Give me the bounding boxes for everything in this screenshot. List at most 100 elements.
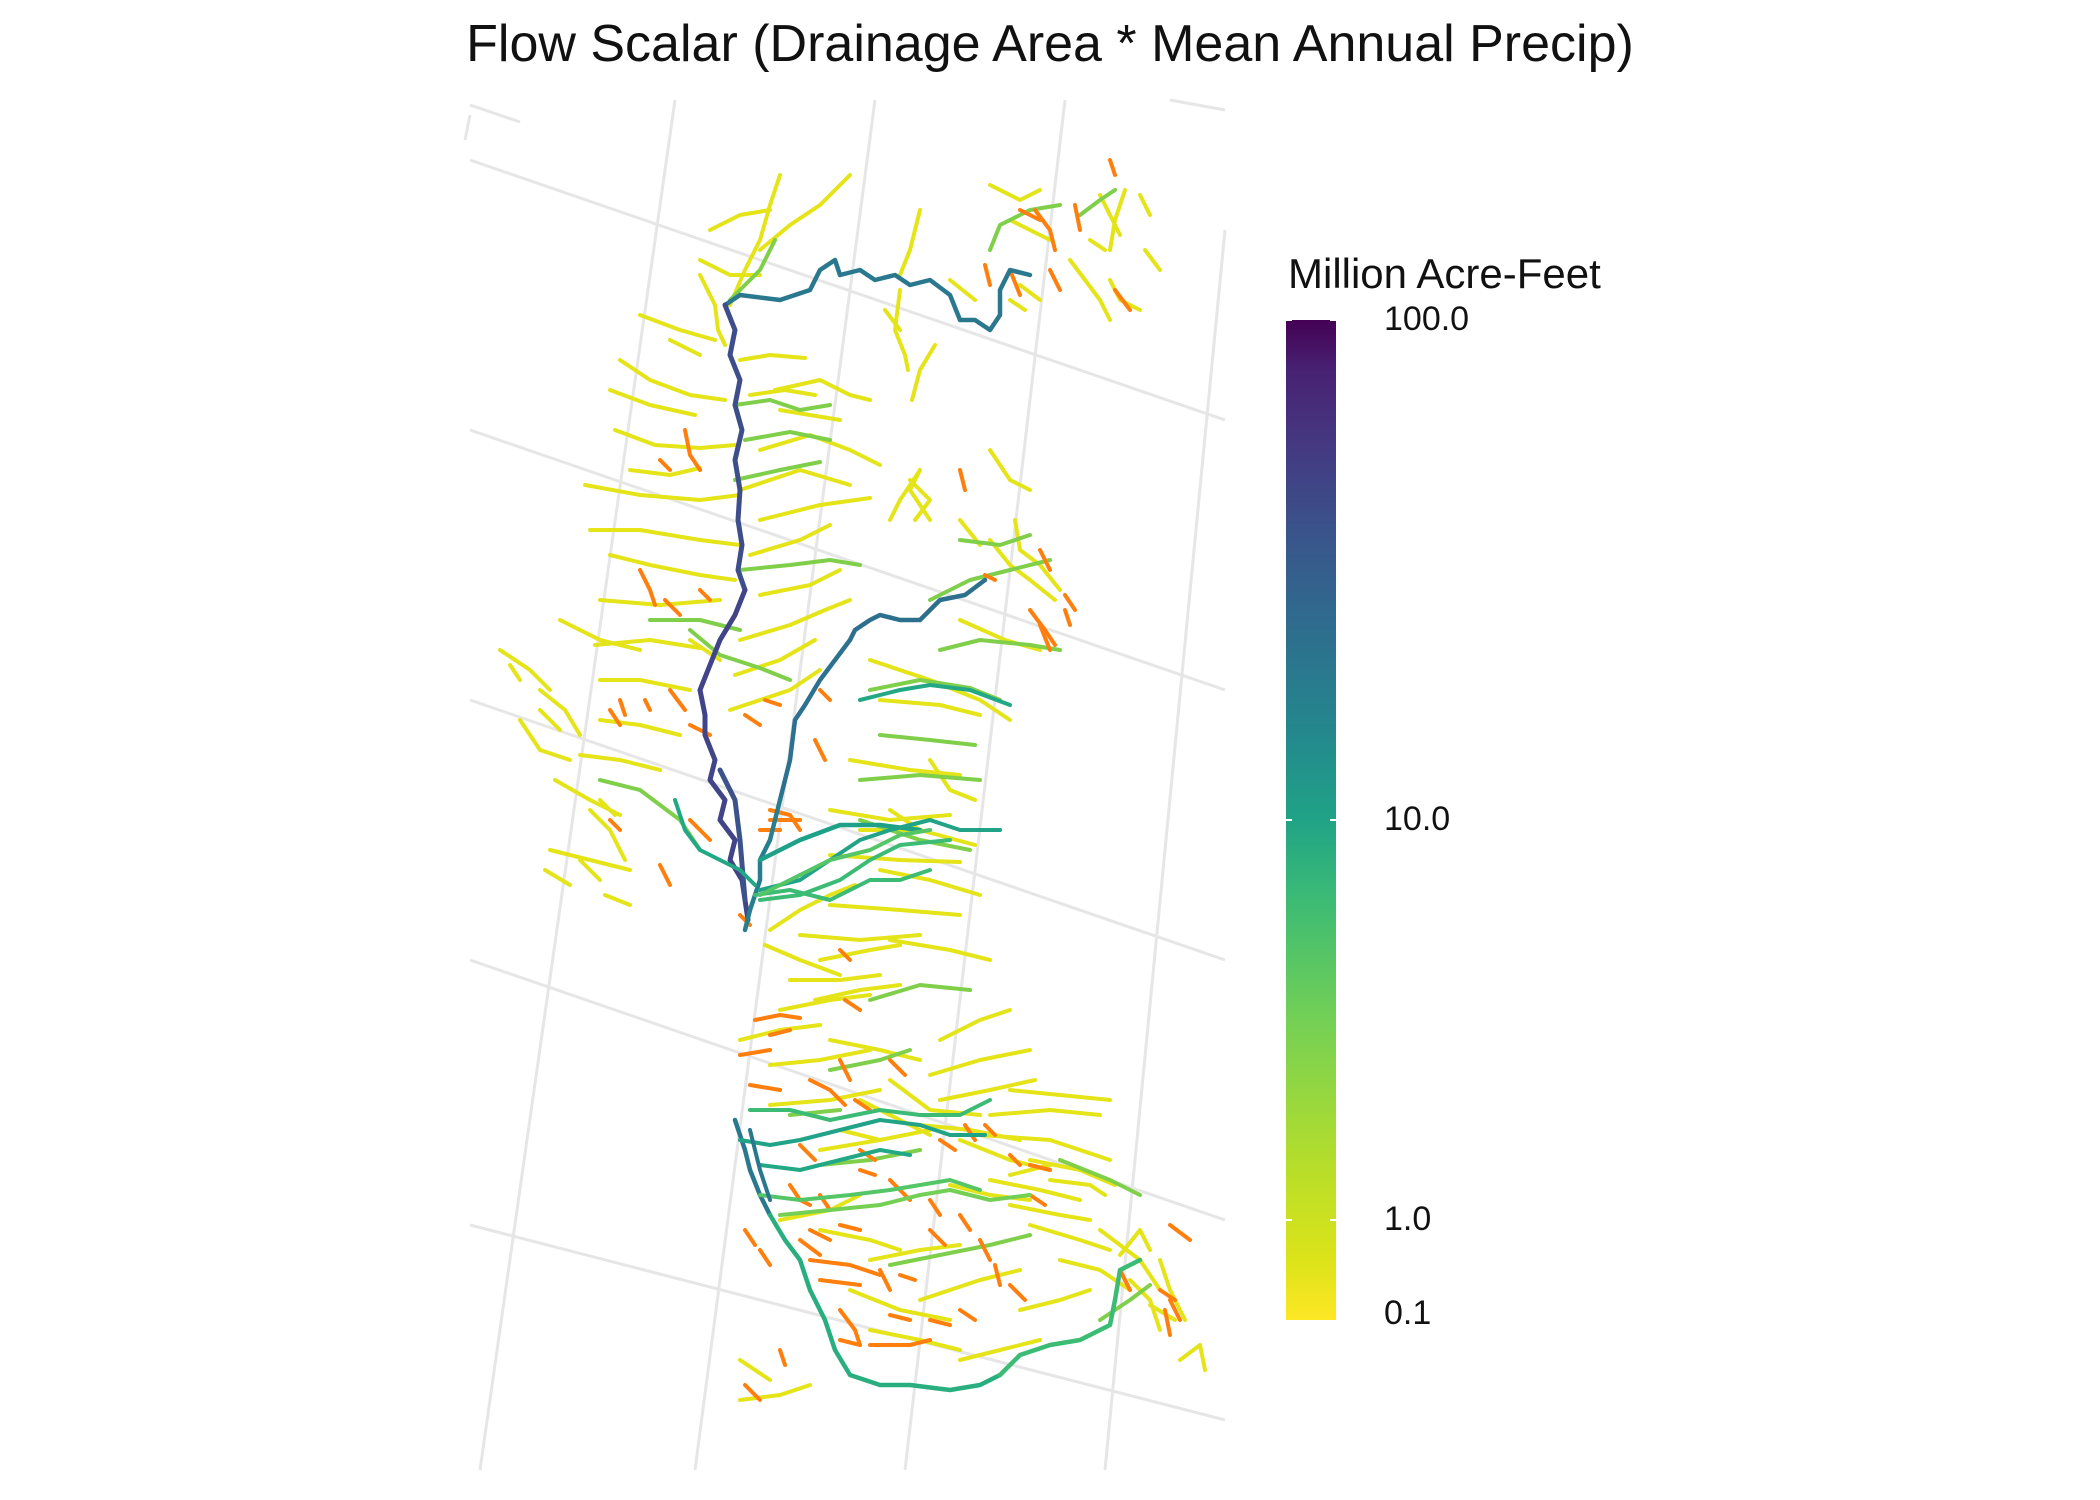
stream: [868, 658, 1012, 722]
stream: [978, 1133, 1112, 1162]
stream: [938, 1078, 1037, 1102]
stream: [910, 343, 937, 402]
stream: [613, 428, 737, 450]
stream: [988, 1178, 1082, 1202]
graticule-line: [469, 103, 521, 124]
graticule-line: [463, 114, 472, 141]
stream: [738, 1358, 772, 1382]
major-stream: [748, 1128, 772, 1202]
stream: [1008, 218, 1052, 242]
stream: [878, 733, 977, 747]
stream: [958, 1338, 1042, 1362]
stream: [1008, 1203, 1092, 1222]
stream: [898, 208, 922, 277]
highlight: [898, 1273, 917, 1282]
highlight: [618, 698, 627, 717]
highlight: [663, 598, 682, 617]
stream: [688, 628, 792, 682]
highlight: [838, 1058, 852, 1082]
stream: [758, 568, 842, 597]
stream: [598, 798, 617, 817]
major-stream: [758, 828, 932, 897]
stream: [768, 883, 857, 932]
stream: [948, 278, 977, 302]
stream: [988, 183, 1042, 202]
stream: [603, 893, 632, 907]
highlight: [788, 1183, 802, 1202]
stream: [738, 598, 852, 642]
stream: [763, 943, 842, 977]
graticule-line: [478, 99, 677, 1471]
highlight: [798, 1143, 817, 1162]
stream: [748, 523, 832, 557]
stream: [508, 663, 522, 682]
stream: [1018, 283, 1042, 302]
stream: [758, 496, 872, 522]
stream: [558, 618, 642, 652]
stream: [928, 1048, 1032, 1077]
highlight: [1158, 1288, 1177, 1302]
stream: [1068, 258, 1102, 302]
highlight: [608, 708, 622, 727]
highlight: [928, 1318, 952, 1327]
stream: [868, 1243, 962, 1262]
stream: [988, 538, 1057, 602]
stream: [738, 353, 807, 362]
stream: [1118, 1228, 1152, 1257]
highlight: [813, 738, 827, 762]
stream: [768, 1048, 872, 1067]
chart-title: Flow Scalar (Drainage Area * Mean Annual…: [466, 15, 1634, 73]
highlight: [963, 1123, 977, 1142]
stream: [738, 468, 852, 492]
stream: [828, 853, 962, 864]
highlight: [938, 1138, 957, 1152]
stream: [988, 448, 1032, 492]
highlight: [888, 1313, 912, 1322]
major-stream: [997, 1257, 1143, 1378]
major-stream: [722, 257, 1033, 333]
stream: [1008, 1088, 1112, 1102]
stream: [988, 203, 1062, 252]
highlight: [1063, 593, 1077, 612]
stream: [1013, 518, 1062, 592]
legend-title: Million Acre-Feet: [1288, 250, 1601, 297]
major-stream: [758, 818, 1002, 892]
stream: [778, 993, 872, 1012]
stream: [788, 973, 882, 982]
stream: [738, 558, 862, 572]
highlight: [838, 1308, 862, 1347]
stream: [588, 808, 627, 862]
stream: [598, 598, 722, 607]
highlight: [978, 1238, 992, 1262]
highlight: [668, 688, 687, 712]
stream: [758, 173, 852, 252]
stream: [888, 938, 992, 962]
legend-tick-label: 10.0: [1384, 800, 1451, 838]
major-stream: [748, 1098, 992, 1122]
major-stream: [767, 1212, 1003, 1393]
major-stream: [758, 1148, 912, 1172]
highlight: [748, 1083, 782, 1092]
stream: [538, 688, 582, 737]
highlight: [698, 588, 712, 602]
major-stream: [722, 302, 748, 593]
highlight: [843, 998, 862, 1012]
highlight: [743, 1228, 757, 1247]
stream: [578, 753, 662, 772]
major-stream: [777, 637, 853, 803]
highlight: [888, 1058, 907, 1077]
highlight: [958, 468, 967, 492]
highlight: [758, 1248, 772, 1267]
highlight: [838, 1223, 862, 1232]
highlight: [958, 1308, 977, 1322]
highlight: [808, 1078, 847, 1107]
stream: [798, 933, 922, 942]
stream: [828, 1038, 922, 1062]
highlight: [838, 948, 852, 962]
highlight: [1113, 288, 1132, 312]
highlight: [928, 1198, 942, 1217]
major-stream: [738, 1118, 987, 1147]
highlight: [993, 1263, 1002, 1287]
stream: [1128, 1278, 1162, 1332]
major-stream: [742, 797, 783, 933]
